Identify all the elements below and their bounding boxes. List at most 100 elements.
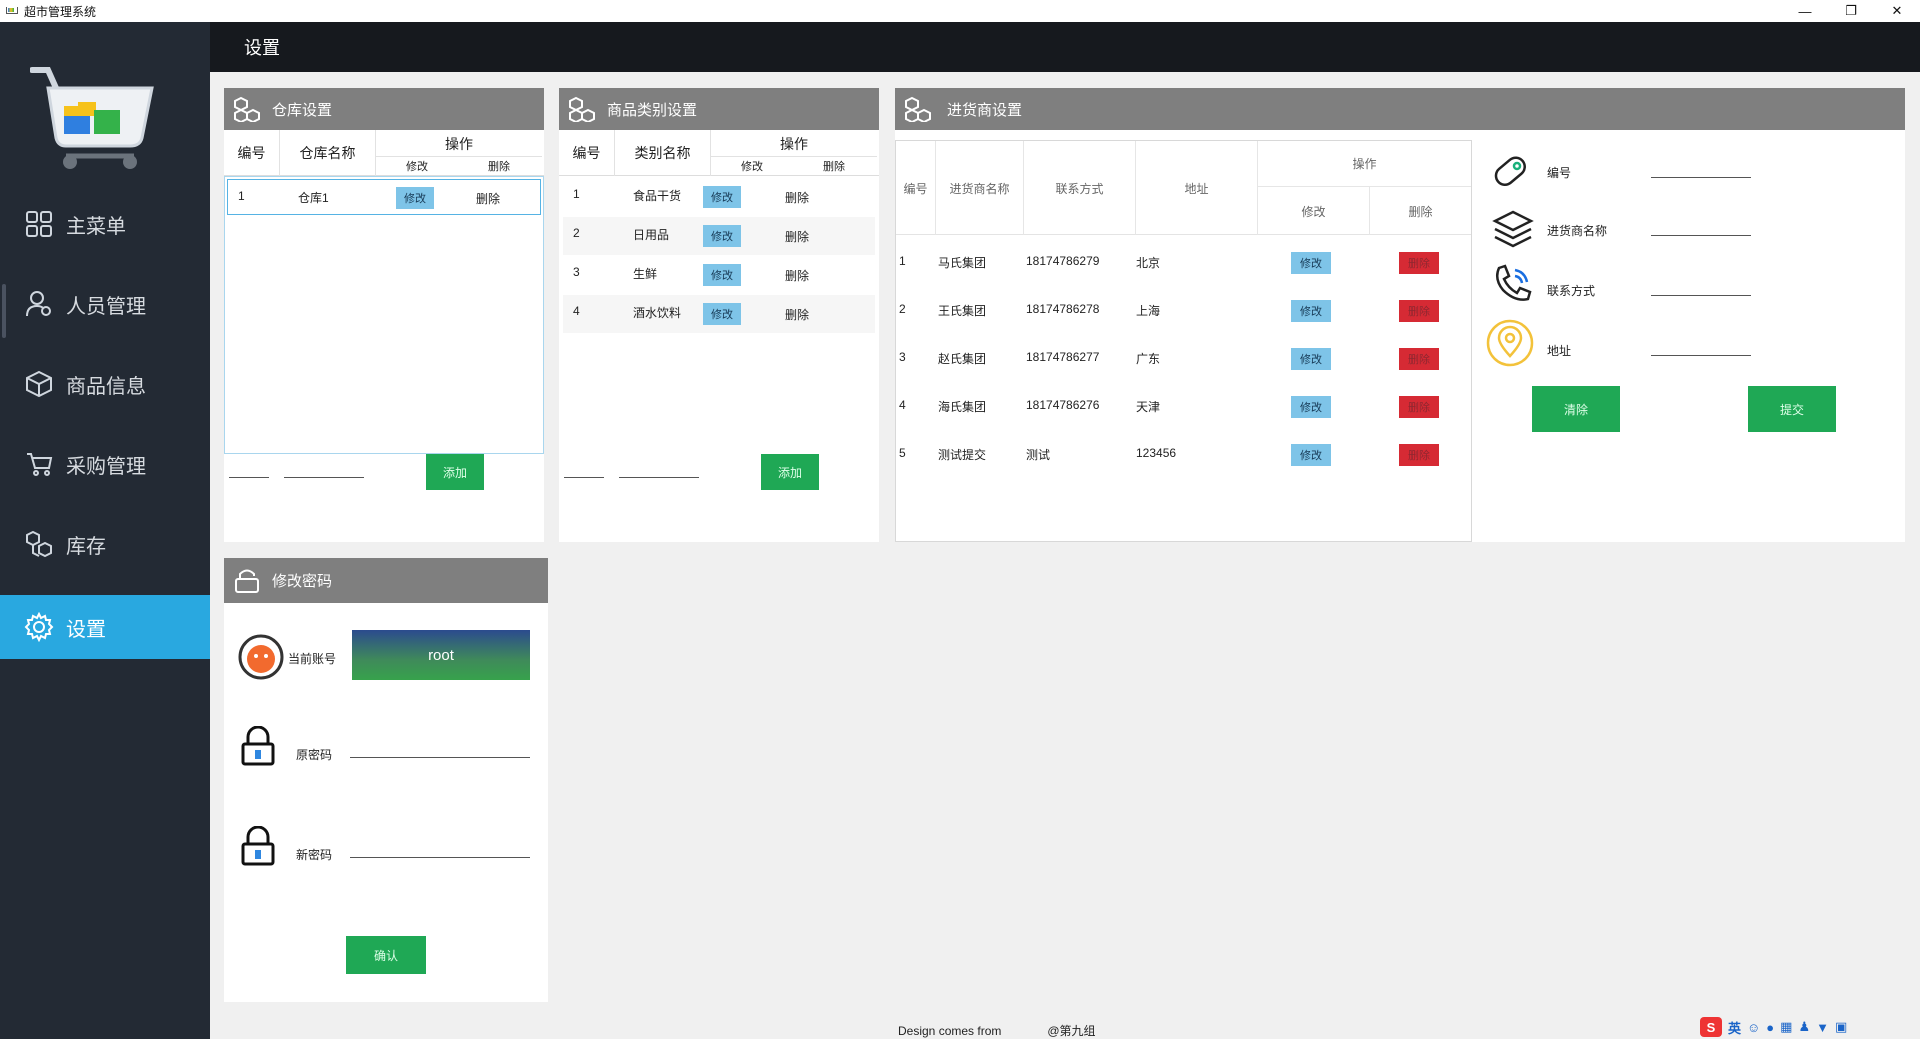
table-row[interactable]: 3 生鲜 修改 删除 xyxy=(563,256,875,294)
sogou-logo-icon[interactable]: S xyxy=(1700,1017,1722,1037)
row-id: 1 xyxy=(899,254,906,268)
sidebar-item-main-menu[interactable]: 主菜单 xyxy=(0,192,210,256)
delete-button[interactable]: 删除 xyxy=(785,191,810,205)
phone-icon xyxy=(1495,264,1532,301)
keyboard-icon[interactable]: ▦ xyxy=(1780,1019,1793,1034)
sidebar-item-personnel[interactable]: 人员管理 xyxy=(0,272,210,336)
warehouse-table-header: 编号 仓库名称 操作 修改 删除 xyxy=(224,130,544,176)
supplier-table-header: 编号 进货商名称 联系方式 地址 操作 修改 删除 xyxy=(896,141,1471,235)
old-password-label: 原密码 xyxy=(296,748,333,762)
restore-button[interactable]: ❐ xyxy=(1845,3,1857,18)
main-content: 仓库设置 编号 仓库名称 操作 修改 删除 1 仓库1 修改 删除 添加 xyxy=(210,72,1920,1039)
edit-button[interactable]: 修改 xyxy=(1291,348,1331,370)
supplier-contact-input[interactable] xyxy=(1651,276,1751,296)
panel-title: 商品类别设置 xyxy=(607,101,698,119)
sidebar-item-label: 主菜单 xyxy=(66,215,126,238)
minimize-button[interactable]: — xyxy=(1798,3,1812,19)
add-category-button[interactable]: 添加 xyxy=(761,454,819,490)
column-header-name: 进货商名称 xyxy=(936,141,1024,235)
submit-button[interactable]: 提交 xyxy=(1748,386,1836,432)
column-header-name: 类别名称 xyxy=(615,130,711,176)
table-row[interactable]: 4 酒水饮料 修改 删除 xyxy=(563,295,875,333)
clear-button[interactable]: 清除 xyxy=(1532,386,1620,432)
delete-button[interactable]: 删除 xyxy=(1399,396,1439,418)
row-address: 天津 xyxy=(1136,400,1161,414)
close-button[interactable]: ✕ xyxy=(1891,3,1903,18)
delete-button[interactable]: 删除 xyxy=(1399,348,1439,370)
row-contact: 18174786278 xyxy=(1026,302,1100,316)
emoji-icon[interactable]: ☺ xyxy=(1747,1019,1761,1035)
table-row[interactable]: 5 测试提交 测试 123456 修改 删除 xyxy=(896,437,1471,475)
delete-button[interactable]: 删除 xyxy=(476,192,501,206)
table-row[interactable]: 2 王氏集团 18174786278 上海 修改 删除 xyxy=(896,293,1471,331)
avatar-icon xyxy=(238,634,284,680)
column-header-edit: 修改 xyxy=(406,161,428,173)
sidebar-item-inventory[interactable]: 库存 xyxy=(0,512,210,576)
warehouse-id-input[interactable] xyxy=(229,458,269,478)
new-password-label: 新密码 xyxy=(296,848,333,862)
table-row[interactable]: 1 仓库1 修改 删除 xyxy=(227,179,541,215)
sidebar-item-purchase[interactable]: 采购管理 xyxy=(0,432,210,496)
edit-button[interactable]: 修改 xyxy=(703,225,741,247)
ime-language[interactable]: 英 xyxy=(1728,1020,1742,1036)
supplier-address-input[interactable] xyxy=(1651,336,1751,356)
grid-icon xyxy=(24,209,54,239)
delete-button[interactable]: 删除 xyxy=(1399,300,1439,322)
page-title: 设置 xyxy=(244,38,280,58)
edit-button[interactable]: 修改 xyxy=(703,303,741,325)
row-address: 123456 xyxy=(1136,446,1177,460)
shopping-cart-logo-icon xyxy=(30,67,154,169)
shirt-icon[interactable]: ▼ xyxy=(1816,1019,1829,1035)
sidebar-item-label: 商品信息 xyxy=(66,375,146,398)
table-row[interactable]: 4 海氏集团 18174786276 天津 修改 删除 xyxy=(896,389,1471,427)
grid-menu-icon[interactable]: ▣ xyxy=(1834,1019,1848,1034)
app-icon xyxy=(4,5,18,17)
supplier-name-input[interactable] xyxy=(1651,216,1751,236)
panel-title: 修改密码 xyxy=(272,573,333,590)
edit-button[interactable]: 修改 xyxy=(703,186,741,208)
delete-button[interactable]: 删除 xyxy=(785,269,810,283)
column-header-operation: 操作 xyxy=(1258,141,1471,187)
table-row[interactable]: 1 食品干货 修改 删除 xyxy=(563,178,875,216)
category-name-input[interactable] xyxy=(619,458,699,478)
table-row[interactable]: 2 日用品 修改 删除 xyxy=(563,217,875,255)
delete-button[interactable]: 删除 xyxy=(1399,252,1439,274)
column-header-id: 编号 xyxy=(224,130,280,176)
sidebar-item-label: 库存 xyxy=(66,535,106,558)
column-header-edit: 修改 xyxy=(1258,187,1370,235)
warehouse-table-body: 1 仓库1 修改 删除 xyxy=(224,176,544,454)
row-contact: 18174786277 xyxy=(1026,350,1100,364)
edit-button[interactable]: 修改 xyxy=(1291,300,1331,322)
warehouse-name-input[interactable] xyxy=(284,458,364,478)
table-row[interactable]: 3 赵氏集团 18174786277 广东 修改 删除 xyxy=(896,341,1471,379)
sidebar-item-product-info[interactable]: 商品信息 xyxy=(0,352,210,416)
edit-button[interactable]: 修改 xyxy=(1291,252,1331,274)
edit-button[interactable]: 修改 xyxy=(1291,396,1331,418)
microphone-icon[interactable]: ● xyxy=(1766,1019,1775,1035)
user-icon[interactable]: ♟ xyxy=(1798,1019,1811,1034)
supplier-panel-header: 进货商设置 xyxy=(895,88,1905,130)
row-contact: 18174786276 xyxy=(1026,398,1100,412)
supplier-id-input[interactable] xyxy=(1651,158,1751,178)
new-password-input[interactable] xyxy=(350,838,530,858)
location-pin-icon xyxy=(1486,319,1534,367)
category-panel-header: 商品类别设置 xyxy=(559,88,879,130)
operation-title: 操作 xyxy=(711,134,877,157)
row-id: 4 xyxy=(899,398,906,412)
add-warehouse-button[interactable]: 添加 xyxy=(426,454,484,490)
row-address: 上海 xyxy=(1136,304,1161,318)
sidebar-item-settings[interactable]: 设置 xyxy=(0,595,210,659)
panel-title: 进货商设置 xyxy=(947,101,1023,119)
edit-button[interactable]: 修改 xyxy=(396,187,434,209)
category-id-input[interactable] xyxy=(564,458,604,478)
confirm-button[interactable]: 确认 xyxy=(346,936,426,974)
row-name: 海氏集团 xyxy=(938,400,987,414)
table-row[interactable]: 1 马氏集团 18174786279 北京 修改 删除 xyxy=(896,245,1471,283)
column-header-id: 编号 xyxy=(896,141,936,235)
delete-button[interactable]: 删除 xyxy=(785,308,810,322)
edit-button[interactable]: 修改 xyxy=(703,264,741,286)
delete-button[interactable]: 删除 xyxy=(785,230,810,244)
old-password-input[interactable] xyxy=(350,738,530,758)
delete-button[interactable]: 删除 xyxy=(1399,444,1439,466)
edit-button[interactable]: 修改 xyxy=(1291,444,1331,466)
